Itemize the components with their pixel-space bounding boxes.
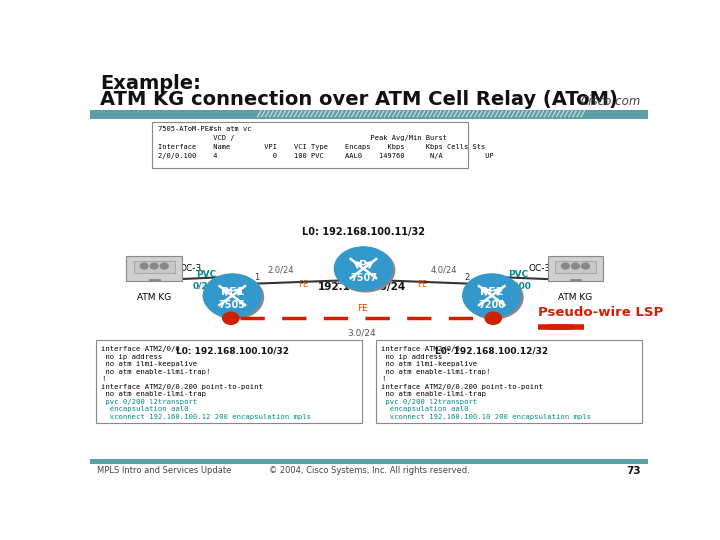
Text: 2/0/0.100    4             0    100 PVC     AAL0    149760      N/A          UP: 2/0/0.100 4 0 100 PVC AAL0 149760 N/A UP: [158, 153, 494, 159]
Text: no atm enable-ilmi-trap!: no atm enable-ilmi-trap!: [101, 369, 210, 375]
Text: no atm enable-ilmi-trap: no atm enable-ilmi-trap: [101, 391, 206, 397]
Text: xconnect 192.168.100.12 200 encapsulation mpls: xconnect 192.168.100.12 200 encapsulatio…: [101, 414, 311, 420]
Text: ATM KG connection over ATM Cell Relay (AToM): ATM KG connection over ATM Cell Relay (A…: [100, 90, 618, 109]
Text: no atm enable-ilmi-trap!: no atm enable-ilmi-trap!: [382, 369, 490, 375]
Text: ATM KG: ATM KG: [137, 293, 171, 302]
Circle shape: [337, 248, 395, 292]
Text: no ip address: no ip address: [382, 354, 443, 360]
Text: 7505-AToM-PE#sh atm vc: 7505-AToM-PE#sh atm vc: [158, 125, 251, 132]
Circle shape: [161, 263, 168, 269]
Text: encapsulation aal0: encapsulation aal0: [101, 406, 189, 412]
Text: !: !: [101, 376, 106, 382]
Circle shape: [205, 275, 264, 319]
FancyBboxPatch shape: [376, 341, 642, 423]
Text: P: P: [359, 260, 367, 269]
FancyBboxPatch shape: [90, 459, 648, 464]
FancyBboxPatch shape: [126, 256, 182, 281]
Text: VCD /                                Peak Avg/Min Burst: VCD / Peak Avg/Min Burst: [158, 134, 447, 140]
Text: 2: 2: [479, 305, 485, 314]
Text: Cisco.com: Cisco.com: [581, 95, 642, 108]
Text: no atm ilmi-keepalive: no atm ilmi-keepalive: [101, 361, 197, 367]
Text: L0: 192.168.100.12/32: L0: 192.168.100.12/32: [435, 346, 549, 355]
Circle shape: [334, 247, 392, 290]
Text: PE2: PE2: [480, 287, 503, 296]
FancyBboxPatch shape: [96, 341, 362, 423]
Circle shape: [562, 263, 570, 269]
Text: no ip address: no ip address: [101, 354, 163, 360]
Text: PVC
0/200: PVC 0/200: [504, 271, 532, 291]
FancyBboxPatch shape: [153, 122, 468, 168]
Text: FE: FE: [356, 304, 367, 313]
Text: FE: FE: [417, 280, 427, 289]
Text: pvc 0/200 l2transport: pvc 0/200 l2transport: [382, 399, 477, 404]
FancyBboxPatch shape: [90, 110, 648, 119]
Text: © 2004, Cisco Systems, Inc. All rights reserved.: © 2004, Cisco Systems, Inc. All rights r…: [269, 465, 469, 475]
Circle shape: [150, 263, 158, 269]
Circle shape: [463, 274, 521, 317]
Text: 192.168.0.0/24: 192.168.0.0/24: [318, 282, 406, 292]
Text: 4.0/24: 4.0/24: [431, 266, 458, 275]
Text: no atm enable-ilmi-trap: no atm enable-ilmi-trap: [382, 391, 486, 397]
Text: !: !: [382, 376, 386, 382]
Text: OC-3: OC-3: [179, 264, 202, 273]
Text: L0: 192.168.100.11/32: L0: 192.168.100.11/32: [302, 226, 425, 237]
Text: ATM KG: ATM KG: [558, 293, 593, 302]
Text: 2: 2: [464, 273, 469, 282]
Text: 2: 2: [336, 276, 341, 286]
Text: 2.0/24: 2.0/24: [268, 266, 294, 275]
Text: Interface    Name        VPI    VCI Type    Encaps    Kbps     Kbps Cells Sts: Interface Name VPI VCI Type Encaps Kbps …: [158, 144, 485, 150]
Text: interface ATM2/0/0: interface ATM2/0/0: [101, 346, 180, 352]
Text: no atm ilmi-keepalive: no atm ilmi-keepalive: [382, 361, 477, 367]
Text: 1: 1: [385, 276, 391, 286]
Circle shape: [572, 263, 580, 269]
Circle shape: [203, 274, 261, 317]
Circle shape: [485, 312, 501, 325]
Text: 7505: 7505: [219, 300, 246, 309]
Text: interface ATM2/0/0.200 point-to-point: interface ATM2/0/0.200 point-to-point: [101, 384, 263, 390]
Text: PVC
0/200: PVC 0/200: [192, 271, 220, 291]
FancyBboxPatch shape: [555, 261, 596, 273]
Text: 1: 1: [240, 305, 245, 314]
Text: 7507: 7507: [350, 273, 377, 282]
Text: Pseudo-wire LSP: Pseudo-wire LSP: [538, 306, 663, 319]
Circle shape: [582, 263, 590, 269]
FancyBboxPatch shape: [547, 256, 603, 281]
Text: 3.0/24: 3.0/24: [348, 329, 377, 338]
Text: interface ATM2/0/0.200 point-to-point: interface ATM2/0/0.200 point-to-point: [382, 384, 543, 390]
Text: interface ATM2/0/0: interface ATM2/0/0: [382, 346, 460, 352]
Circle shape: [222, 312, 239, 325]
Text: 73: 73: [626, 465, 642, 476]
Text: 7200: 7200: [478, 300, 505, 309]
Circle shape: [465, 275, 523, 319]
Text: pvc 0/200 l2transport: pvc 0/200 l2transport: [101, 399, 197, 404]
Text: OC-3: OC-3: [528, 264, 550, 273]
Text: encapsulation aal0: encapsulation aal0: [382, 406, 469, 412]
Text: Example:: Example:: [100, 74, 201, 93]
Text: PE1: PE1: [220, 287, 244, 296]
Text: 1: 1: [254, 273, 260, 282]
Text: L0: 192.168.100.10/32: L0: 192.168.100.10/32: [176, 346, 289, 355]
Text: xconnect 192.168.100.10 200 encapsulation mpls: xconnect 192.168.100.10 200 encapsulatio…: [382, 414, 591, 420]
FancyBboxPatch shape: [133, 261, 175, 273]
Circle shape: [140, 263, 148, 269]
Text: MPLS Intro and Services Update: MPLS Intro and Services Update: [96, 465, 231, 475]
Text: FE: FE: [298, 280, 308, 289]
